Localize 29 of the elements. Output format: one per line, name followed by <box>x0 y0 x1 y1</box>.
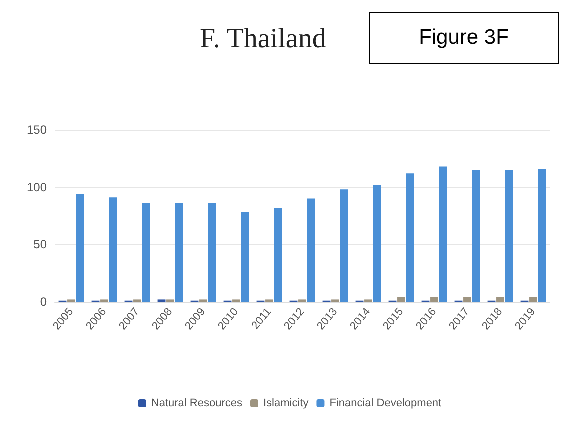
bar <box>208 203 216 302</box>
y-tick-label: 0 <box>40 295 48 309</box>
bar <box>340 190 348 302</box>
bar <box>175 203 184 302</box>
bar <box>496 297 504 302</box>
caption: Figure 3F <box>369 12 559 64</box>
y-tick-label: 50 <box>34 238 48 252</box>
bar <box>398 297 406 302</box>
bar <box>505 170 514 302</box>
bar <box>439 166 448 302</box>
y-tick-label: 100 <box>26 180 48 194</box>
bar <box>464 297 472 302</box>
bar <box>538 168 546 302</box>
bar <box>373 185 382 302</box>
bar <box>430 297 438 302</box>
legend-label: Natural Resources <box>151 398 243 410</box>
bar <box>406 174 414 302</box>
bar <box>142 203 150 302</box>
chart-title: F. Thailand <box>200 24 326 54</box>
bar <box>307 198 316 302</box>
bar <box>530 297 538 302</box>
y-tick-label: 150 <box>26 123 48 137</box>
bar <box>274 208 282 302</box>
bar <box>76 194 84 302</box>
legend-label: Financial Development <box>330 398 442 410</box>
legend-label: Islamicity <box>263 398 310 410</box>
bar <box>472 170 480 302</box>
bar <box>241 212 250 302</box>
bar <box>109 198 118 302</box>
